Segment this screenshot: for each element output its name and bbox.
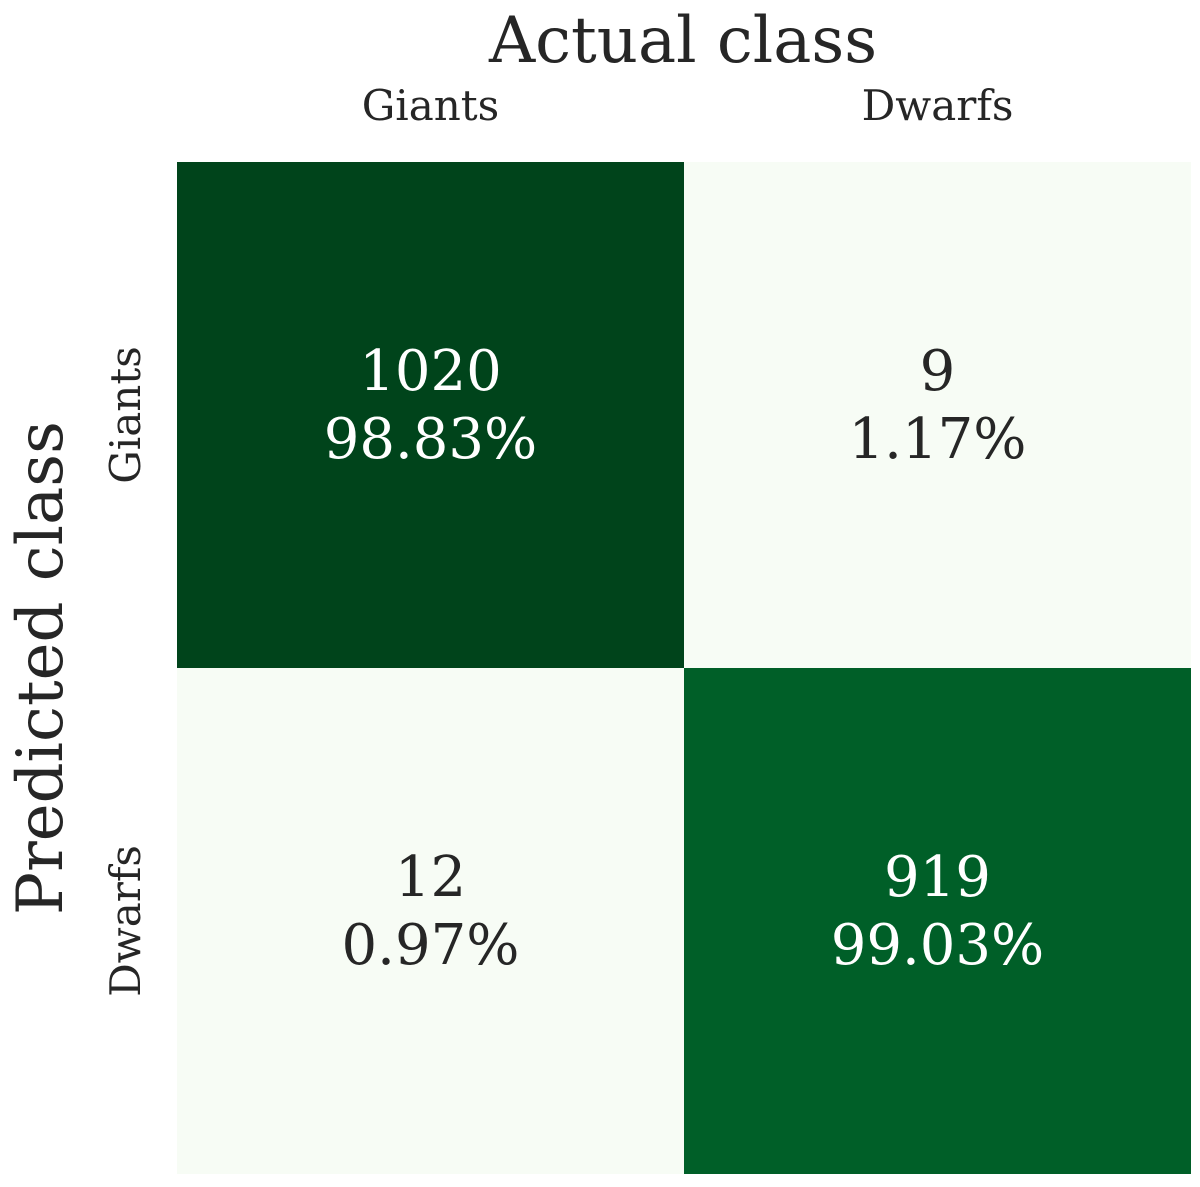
- cell-percent-label: 0.97%: [342, 913, 520, 978]
- x-tick-label: Giants: [362, 81, 500, 130]
- x-tick-label: Dwarfs: [862, 81, 1014, 130]
- cell-count-label: 9: [920, 339, 956, 404]
- cell-count-label: 1020: [359, 339, 502, 404]
- x-axis-title: Actual class: [488, 4, 877, 78]
- y-tick-label: Dwarfs: [101, 845, 150, 997]
- cell-count-label: 12: [395, 845, 466, 910]
- heatmap-cell: [177, 668, 684, 1174]
- heatmap-cell: [684, 162, 1191, 668]
- cell-percent-label: 1.17%: [849, 407, 1027, 472]
- y-tick-label: Giants: [101, 346, 150, 484]
- labels-layer: Actual class Predicted class Giants Dwarf…: [4, 4, 1013, 997]
- cell-percent-label: 98.83%: [324, 407, 538, 472]
- heatmap-cell: [177, 162, 684, 668]
- y-axis-title: Predicted class: [4, 421, 78, 915]
- cell-count-label: 919: [884, 845, 991, 910]
- heatmap-cell: [684, 668, 1191, 1174]
- cell-percent-label: 99.03%: [831, 913, 1045, 978]
